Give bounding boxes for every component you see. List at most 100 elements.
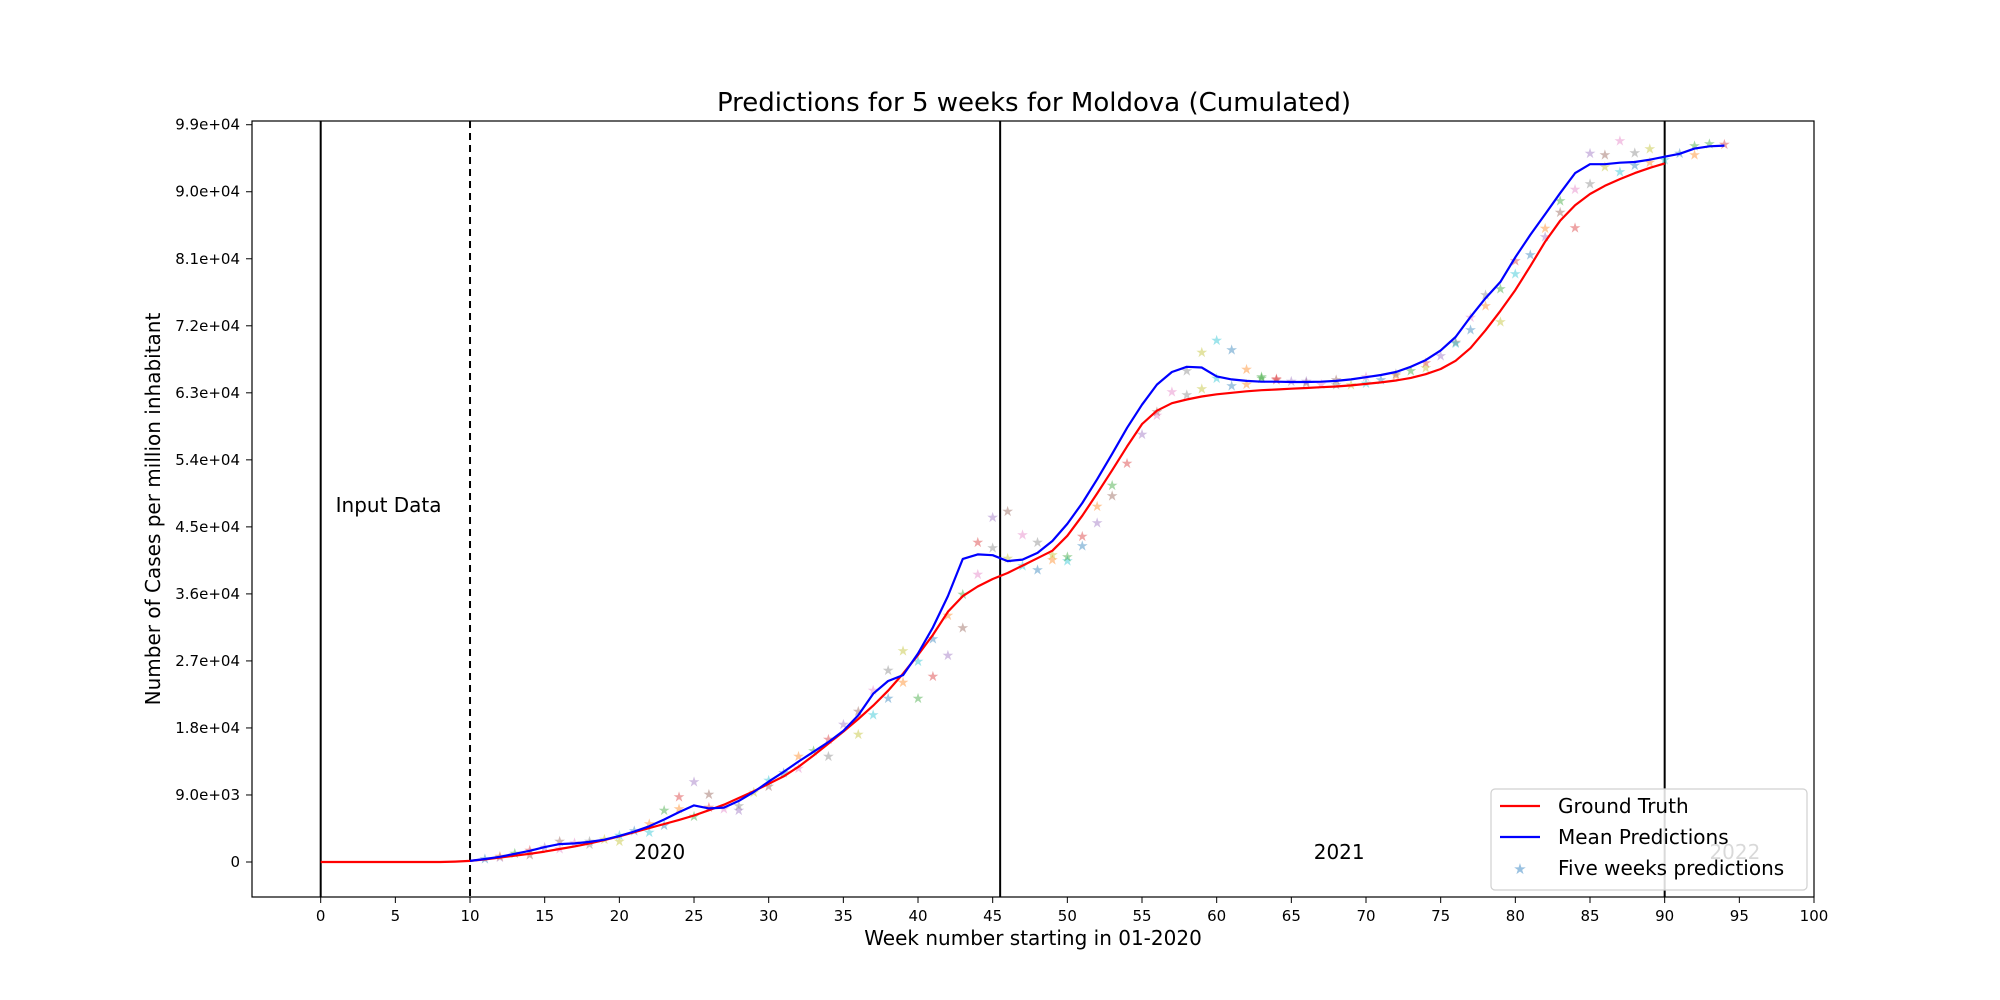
prediction-star-point: ★ — [1255, 369, 1268, 385]
prediction-star-point: ★ — [1614, 133, 1627, 149]
prediction-star-point: ★ — [1599, 159, 1612, 175]
prediction-star-point: ★ — [1076, 529, 1089, 545]
prediction-star-point: ★ — [852, 704, 865, 720]
annotation-label: Input Data — [336, 493, 442, 517]
prediction-star-point: ★ — [1061, 553, 1074, 569]
y-tick-label: 9.0e+03 — [175, 786, 240, 804]
x-tick-label: 80 — [1506, 907, 1525, 925]
prediction-star-point: ★ — [1479, 299, 1492, 315]
prediction-star-point: ★ — [1539, 229, 1552, 245]
prediction-star-point: ★ — [942, 648, 955, 664]
prediction-star-point: ★ — [1046, 553, 1059, 569]
prediction-star-point: ★ — [1584, 146, 1597, 162]
x-tick-label: 65 — [1282, 907, 1301, 925]
prediction-star-point: ★ — [1554, 205, 1567, 221]
prediction-star-point: ★ — [1016, 527, 1029, 543]
chart-title: Predictions for 5 weeks for Moldova (Cum… — [717, 88, 1351, 118]
prediction-star-point: ★ — [792, 749, 805, 765]
prediction-star-point: ★ — [1599, 148, 1612, 164]
y-tick-label: 1.8e+04 — [175, 719, 240, 737]
prediction-star-point: ★ — [703, 787, 716, 803]
y-tick-label: 4.5e+04 — [175, 518, 240, 536]
prediction-star-point: ★ — [1539, 221, 1552, 237]
prediction-star-point: ★ — [1494, 282, 1507, 298]
x-tick-label: 25 — [684, 907, 703, 925]
prediction-star-point: ★ — [1255, 371, 1268, 387]
prediction-star-point: ★ — [1136, 427, 1149, 443]
prediction-star-point: ★ — [852, 727, 865, 743]
prediction-star-point: ★ — [1031, 562, 1044, 578]
prediction-star-point: ★ — [1688, 139, 1701, 155]
prediction-star-point: ★ — [867, 683, 880, 699]
y-tick-label: 2.7e+04 — [175, 652, 240, 670]
prediction-star-point: ★ — [1688, 148, 1701, 164]
prediction-star-point: ★ — [1315, 377, 1328, 393]
y-tick-label: 8.1e+04 — [175, 250, 240, 268]
plot-frame — [251, 120, 1815, 898]
prediction-star-point: ★ — [1106, 478, 1119, 494]
prediction-star-point: ★ — [971, 567, 984, 583]
prediction-star-point: ★ — [822, 749, 835, 765]
prediction-star-point: ★ — [912, 691, 925, 707]
prediction-star-point: ★ — [1091, 515, 1104, 531]
x-tick-label: 20 — [610, 907, 629, 925]
x-tick-label: 60 — [1207, 907, 1226, 925]
prediction-star-point: ★ — [1643, 142, 1656, 158]
x-tick-label: 10 — [460, 907, 479, 925]
x-tick-label: 0 — [316, 907, 326, 925]
prediction-star-point: ★ — [1195, 381, 1208, 397]
plot-area: ★ ★ ★ ★ ★ ★ ★ ★ ★ ★ ★ ★★★★★★ ★★★ ★★ ★★★★★★★★★★★★★ ★★ ★★ ★… — [319, 121, 1731, 897]
y-tick-label: 9.0e+04 — [175, 183, 240, 201]
prediction-star-point: ★ — [1001, 551, 1014, 567]
prediction-star-point: ★ — [897, 643, 910, 659]
prediction-star-point: ★ — [1121, 456, 1134, 472]
prediction-star-point: ★ — [1061, 550, 1074, 566]
y-tick-label: 9.9e+04 — [175, 116, 240, 134]
prediction-star-point: ★ — [882, 663, 895, 679]
legend: Ground Truth Mean Predictions ★ Five wee… — [1490, 788, 1808, 891]
prediction-star-point: ★ — [1225, 378, 1238, 394]
prediction-star-point: ★ — [1464, 323, 1477, 339]
x-tick-label: 45 — [983, 907, 1002, 925]
prediction-star-point: ★ — [1584, 177, 1597, 193]
prediction-star-point: ★ — [1270, 372, 1283, 388]
y-tick-label: 3.6e+04 — [175, 585, 240, 603]
x-tick-label: 15 — [535, 907, 554, 925]
prediction-star-point: ★ — [1569, 220, 1582, 236]
legend-ground-truth-label: Ground Truth — [1558, 794, 1689, 818]
prediction-star-point: ★ — [688, 775, 701, 791]
prediction-star-point: ★ — [658, 803, 671, 819]
prediction-star-point: ★ — [1718, 137, 1731, 153]
prediction-star-point: ★ — [927, 632, 940, 648]
prediction-star-point: ★ — [957, 620, 970, 636]
prediction-star-point: ★ — [986, 541, 999, 557]
x-tick-label: 75 — [1431, 907, 1450, 925]
legend-star-icon: ★ — [1513, 860, 1526, 878]
prediction-star-point: ★ — [927, 669, 940, 685]
prediction-star-point: ★ — [1195, 345, 1208, 361]
prediction-star-point: ★ — [673, 789, 686, 805]
x-axis-label: Week number starting in 01-2020 — [864, 926, 1202, 950]
ground-truth-line — [320, 162, 1666, 864]
prediction-star-point: ★ — [1001, 504, 1014, 520]
prediction-star-point: ★ — [971, 535, 984, 551]
x-tick-label: 100 — [1800, 907, 1829, 925]
prediction-star-point: ★ — [986, 510, 999, 526]
prediction-star-point: ★ — [1629, 145, 1642, 161]
x-tick-label: 90 — [1655, 907, 1674, 925]
annotation-label: 2021 — [1314, 840, 1365, 864]
x-tick-label: 85 — [1580, 907, 1599, 925]
x-tick-label: 50 — [1058, 907, 1077, 925]
prediction-star-point: ★ — [1031, 535, 1044, 551]
prediction-star-point: ★ — [1494, 314, 1507, 330]
legend-mean-predictions-label: Mean Predictions — [1558, 825, 1729, 849]
x-tick-label: 35 — [834, 907, 853, 925]
mean-predictions-line — [469, 144, 1725, 862]
prediction-star-point: ★ — [1703, 136, 1716, 152]
prediction-star-point: ★ — [1210, 333, 1223, 349]
legend-five-weeks-label: Five weeks predictions — [1558, 856, 1784, 880]
x-axis: 0 5 10 15 20 25 30 35 40 45 50 55 60 65 70 75 80 85 90 95 10… — [316, 897, 1828, 925]
prediction-star-point: ★ — [1509, 267, 1522, 283]
prediction-star-point: ★ — [1240, 362, 1253, 378]
